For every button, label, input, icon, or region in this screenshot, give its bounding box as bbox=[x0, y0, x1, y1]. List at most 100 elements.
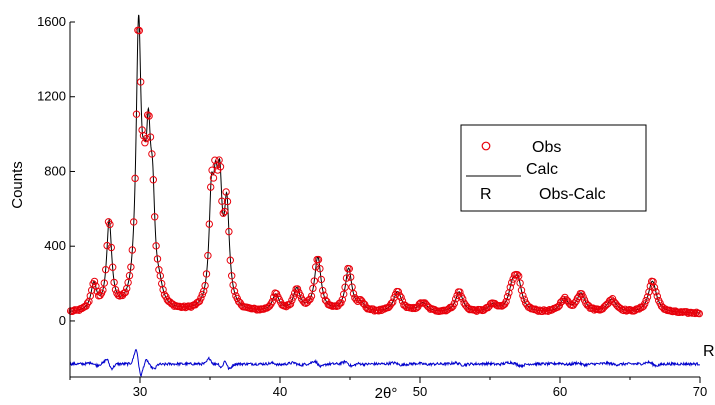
x-tick-label: 40 bbox=[273, 384, 287, 399]
obs-point bbox=[347, 273, 355, 281]
obs-point bbox=[125, 271, 134, 280]
obs-point bbox=[201, 281, 209, 290]
obs-point bbox=[153, 255, 162, 263]
obs-point bbox=[228, 272, 236, 280]
x-axis-title: 2θ° bbox=[375, 385, 398, 402]
obs-point bbox=[197, 294, 205, 302]
obs-point bbox=[146, 133, 155, 141]
obs-point bbox=[340, 290, 348, 298]
obs-point bbox=[341, 283, 349, 291]
obs-point bbox=[410, 303, 418, 312]
obs-point bbox=[289, 293, 297, 301]
x-tick-label: 60 bbox=[553, 384, 567, 399]
obs-point bbox=[310, 277, 318, 285]
obs-point bbox=[268, 297, 276, 306]
obs-point bbox=[376, 305, 384, 314]
obs-point bbox=[345, 265, 353, 273]
obs-point bbox=[110, 278, 118, 287]
obs-point bbox=[394, 288, 402, 296]
obs-point bbox=[130, 218, 138, 226]
obs-point bbox=[109, 263, 117, 271]
obs-point bbox=[517, 286, 526, 294]
legend-obs-label: Obs bbox=[532, 139, 561, 156]
obs-point bbox=[503, 293, 512, 301]
y-tick-label: 800 bbox=[44, 163, 66, 178]
obs-point bbox=[183, 303, 191, 311]
obs-point bbox=[327, 301, 335, 310]
obs-point bbox=[159, 285, 167, 294]
obs-point bbox=[272, 289, 281, 298]
obs-point bbox=[650, 283, 659, 292]
legend-diff-marker: R bbox=[480, 186, 492, 203]
obs-point bbox=[397, 293, 405, 302]
obs-point bbox=[216, 163, 225, 171]
obs-point bbox=[251, 305, 260, 313]
obs-point bbox=[513, 270, 521, 279]
obs-point bbox=[533, 306, 541, 314]
obs-point bbox=[506, 283, 514, 291]
obs-point bbox=[516, 279, 524, 287]
obs-point bbox=[111, 285, 120, 294]
obs-point bbox=[352, 296, 360, 304]
obs-point bbox=[121, 288, 130, 297]
obs-point bbox=[317, 275, 325, 284]
obs-point bbox=[338, 295, 346, 304]
obs-point bbox=[519, 291, 527, 300]
obs-point bbox=[695, 309, 703, 318]
obs-point bbox=[221, 207, 229, 216]
obs-point bbox=[202, 270, 211, 278]
obs-point bbox=[642, 296, 650, 305]
obs-point bbox=[456, 288, 464, 296]
x-tick-label: 50 bbox=[413, 384, 427, 399]
obs-point bbox=[691, 309, 699, 318]
obs-point bbox=[135, 26, 144, 35]
obs-point bbox=[314, 255, 323, 264]
obs-point bbox=[319, 286, 327, 295]
x-tick-label: 30 bbox=[133, 384, 147, 399]
obs-point bbox=[99, 286, 107, 294]
obs-point bbox=[209, 174, 218, 182]
obs-point bbox=[204, 251, 212, 260]
obs-point bbox=[296, 291, 304, 300]
obs-point bbox=[102, 265, 110, 274]
diff-series bbox=[69, 348, 701, 378]
obs-point bbox=[144, 111, 152, 119]
y-tick-label: 0 bbox=[59, 313, 66, 328]
obs-point bbox=[459, 295, 467, 303]
obs-point bbox=[641, 300, 649, 308]
obs-point bbox=[211, 156, 219, 164]
obs-point bbox=[132, 110, 141, 118]
obs-point bbox=[387, 299, 395, 308]
obs-point bbox=[106, 220, 114, 229]
obs-point bbox=[137, 78, 145, 86]
obs-point bbox=[208, 166, 216, 174]
obs-point bbox=[652, 288, 660, 296]
legend-diff-label: Obs-Calc bbox=[539, 186, 606, 203]
y-tick-label: 400 bbox=[44, 238, 66, 253]
obs-point bbox=[643, 293, 652, 301]
obs-point bbox=[505, 289, 513, 297]
obs-point bbox=[180, 302, 188, 310]
obs-point bbox=[149, 176, 158, 184]
obs-point bbox=[128, 246, 137, 254]
legend-box bbox=[460, 124, 647, 212]
obs-point bbox=[293, 285, 302, 293]
diff-line bbox=[69, 348, 701, 378]
y-axis-title: Counts bbox=[9, 161, 26, 209]
obs-point bbox=[538, 307, 547, 315]
axis-ticks: 0 400 800 1200 1600 30 40 50 60 70 bbox=[37, 14, 707, 399]
obs-point bbox=[219, 209, 228, 217]
obs-series bbox=[67, 26, 703, 318]
obs-point bbox=[316, 264, 324, 273]
obs-point bbox=[90, 277, 99, 286]
obs-point bbox=[223, 197, 232, 206]
obs-point bbox=[230, 287, 239, 295]
obs-point bbox=[534, 307, 542, 315]
x-tick-label: 70 bbox=[693, 384, 707, 399]
obs-point bbox=[653, 292, 661, 300]
obs-point bbox=[207, 183, 215, 191]
obs-point bbox=[620, 306, 628, 315]
obs-point bbox=[100, 279, 109, 287]
obs-point bbox=[222, 188, 230, 196]
